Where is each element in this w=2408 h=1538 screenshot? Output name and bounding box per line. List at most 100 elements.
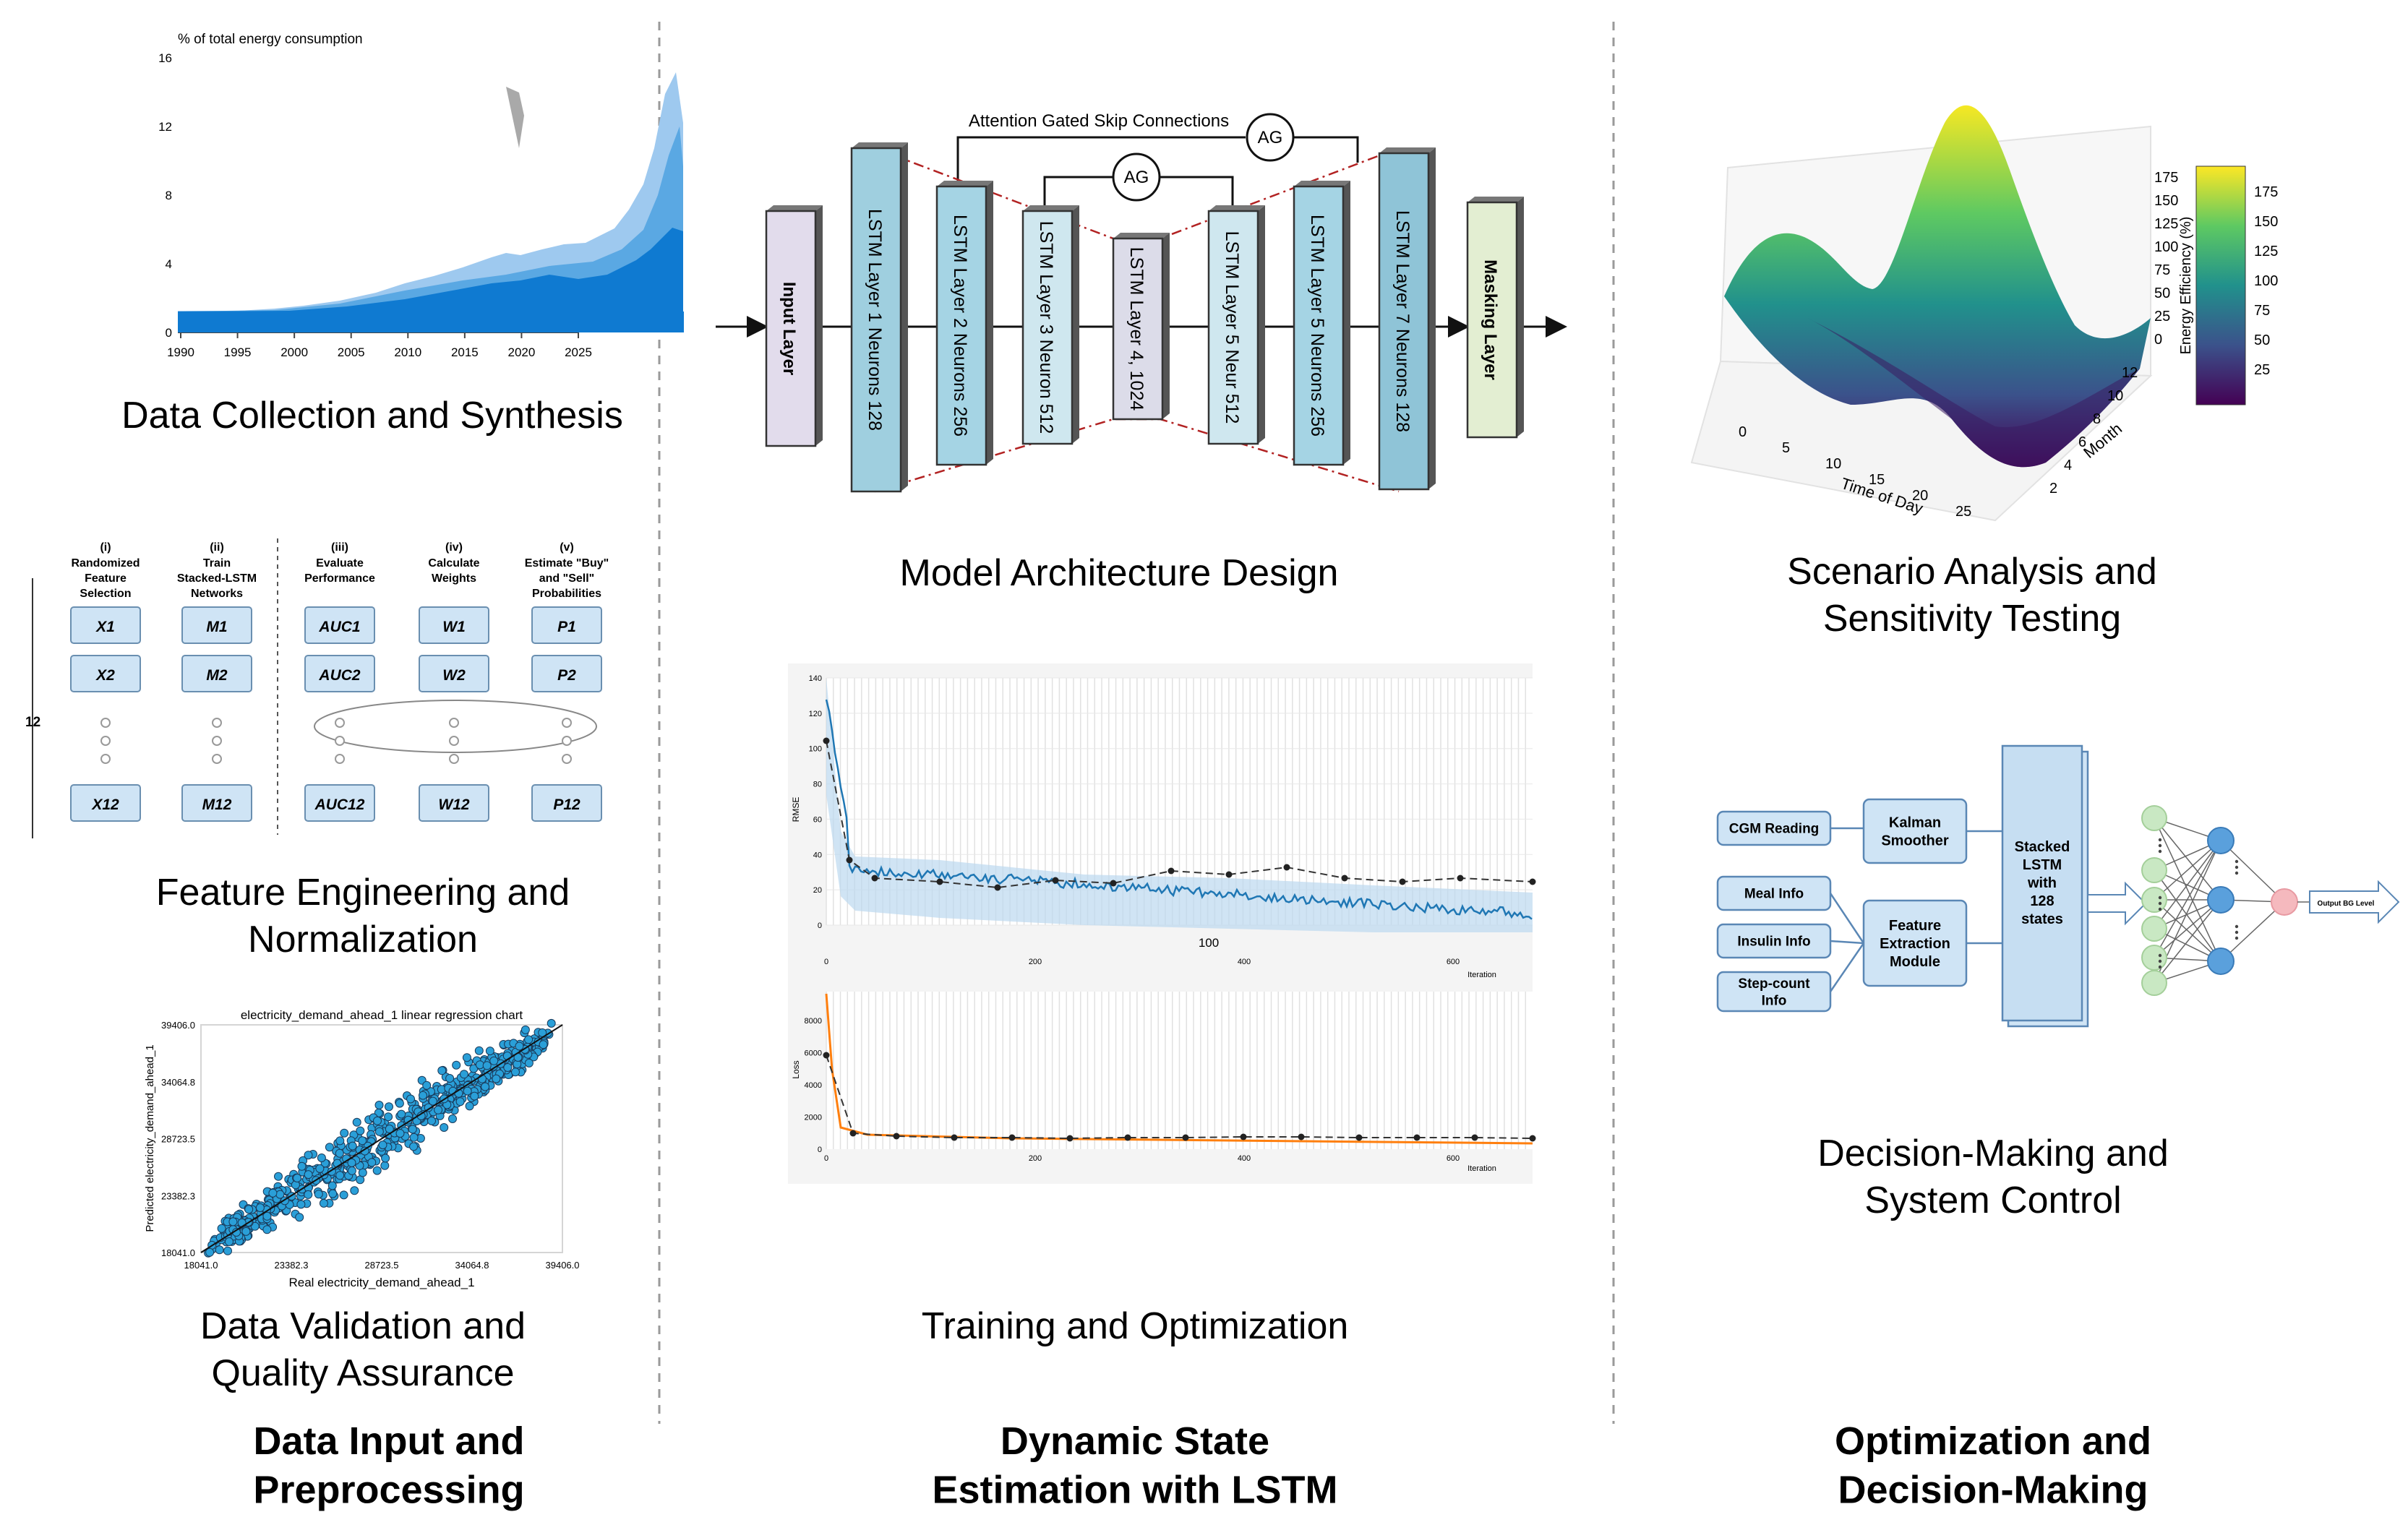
- input-box-label: Info: [1762, 994, 1787, 1009]
- ellipsis-dot: [562, 718, 572, 728]
- nn-edge: [2154, 899, 2221, 958]
- surface-y-tick: 2: [2049, 481, 2057, 497]
- ellipsis-dot: [449, 754, 459, 764]
- scatter-point: [373, 1116, 382, 1125]
- skip-inner-left: [1043, 176, 1113, 208]
- input-box-label: CGM Reading: [1729, 822, 1820, 837]
- scatter-point: [358, 1168, 367, 1177]
- feature-extraction-box-label: Module: [1890, 954, 1940, 970]
- nn-edge: [2154, 840, 2221, 929]
- scatter-point: [385, 1102, 393, 1112]
- caption-scenario-analysis: Sensitivity Testing: [1823, 598, 2121, 640]
- feature-col-number: (i): [100, 541, 111, 554]
- feature-col-heading: Probabilities: [532, 588, 601, 600]
- skip-outer-left: [956, 136, 1246, 186]
- area-chart-ylabel: % of total energy consumption: [178, 32, 363, 47]
- scatter-point: [524, 1035, 534, 1044]
- validation-point: [849, 1130, 857, 1137]
- scatter-point: [422, 1081, 432, 1090]
- scatter-point: [434, 1105, 443, 1114]
- scatter-ytick: 39406.0: [161, 1020, 195, 1031]
- area-ytick: 8: [166, 189, 172, 202]
- ellipsis-dot: [335, 754, 345, 764]
- validation-point: [1529, 1135, 1536, 1142]
- layer-top: [1113, 233, 1170, 239]
- scatter-point: [419, 1091, 427, 1100]
- area-chart-axes: 16 12 8 4 0 1990 1995 2000 2005 2010 2015 2020 2025: [158, 51, 592, 359]
- connector: [1830, 940, 1864, 945]
- ellipsis-dot: [335, 736, 345, 746]
- area-base: [178, 312, 684, 332]
- feature-col-heading: Performance: [304, 572, 375, 585]
- layer-depth: [901, 142, 908, 491]
- surface-z-tick: 0: [2154, 332, 2162, 348]
- stacked-lstm-label: states: [2021, 911, 2063, 927]
- feature-cell-label: W2: [442, 667, 466, 684]
- scatter-ytick: 34064.8: [161, 1077, 195, 1088]
- scatter-point: [492, 1074, 501, 1083]
- input-box-label: Meal Info: [1744, 887, 1804, 902]
- scatter-ytick: 18041.0: [161, 1247, 195, 1258]
- ellipsis-dot: [2158, 838, 2162, 842]
- connector: [1829, 942, 1865, 992]
- scatter-point: [424, 1103, 433, 1112]
- validation-point: [1066, 1135, 1074, 1142]
- rmse-ylabel: RMSE: [791, 797, 801, 822]
- feature-cell-label: AUC2: [318, 667, 360, 684]
- scatter-point: [262, 1225, 272, 1234]
- ellipsis-dot: [2158, 843, 2162, 848]
- nn-hidden-node: [2207, 827, 2235, 854]
- colorbar-tick: 125: [2254, 244, 2278, 259]
- feature-cell: [181, 606, 252, 644]
- area-xtick: 2000: [280, 345, 308, 359]
- validation-point: [823, 737, 830, 744]
- nn-edge: [2154, 840, 2221, 958]
- validation-scatter-plot: electricity_demand_ahead_1 linear regres…: [144, 1008, 580, 1289]
- colorbar-tick: 25: [2254, 362, 2270, 378]
- scatter-point: [350, 1186, 359, 1195]
- nn-edge: [2154, 899, 2221, 962]
- lstm-layer-block: [1293, 185, 1345, 466]
- validation-point: [893, 1133, 900, 1140]
- area-xtick: 1995: [224, 345, 252, 359]
- nn-input-node: [2141, 887, 2167, 913]
- nn-hidden-node: [2207, 886, 2235, 914]
- scatter-point: [304, 1151, 313, 1160]
- scatter-point: [460, 1070, 468, 1079]
- loss-ytick: 4000: [805, 1081, 822, 1090]
- validation-point: [1471, 1134, 1478, 1141]
- output-arrow: [2087, 881, 2147, 926]
- feature-cell-label: X2: [95, 667, 115, 684]
- ellipsis-dot: [212, 718, 222, 728]
- scatter-point: [452, 1060, 461, 1070]
- caption-data-validation: Quality Assurance: [211, 1352, 514, 1394]
- scatter-point: [485, 1047, 494, 1056]
- area-xtick: 1990: [167, 345, 194, 359]
- loss-xtick: 200: [1029, 1154, 1042, 1163]
- feature-col-number: (iii): [331, 541, 348, 554]
- scatter-point: [374, 1127, 384, 1136]
- rmse-validation-line: [826, 740, 1533, 889]
- feature-cell: [531, 606, 602, 644]
- scatter-ytick: 23382.3: [161, 1190, 195, 1201]
- scatter-point: [358, 1136, 367, 1146]
- scatter-point: [223, 1246, 232, 1255]
- validation-point: [1413, 1134, 1421, 1141]
- ellipsis-dot: [212, 736, 222, 746]
- area-series-dark: [178, 228, 683, 332]
- feature-col-heading: Feature: [85, 572, 127, 585]
- loss-ytick: 2000: [805, 1114, 822, 1122]
- validation-point: [1008, 1134, 1016, 1141]
- nn-input-node: [2141, 916, 2167, 942]
- ellipsis-dot: [2235, 871, 2239, 875]
- colorbar-tick: 75: [2254, 303, 2270, 319]
- rmse-xtick: 0: [824, 958, 828, 966]
- nn-edge: [2154, 817, 2221, 962]
- validation-point: [1283, 864, 1290, 871]
- scatter-point: [428, 1096, 437, 1106]
- layer-depth: [1428, 147, 1436, 489]
- area-xtick: 2005: [338, 345, 365, 359]
- scatter-xtick: 23382.3: [275, 1260, 309, 1271]
- validation-point: [1240, 1133, 1247, 1140]
- scatter-point: [335, 1148, 344, 1158]
